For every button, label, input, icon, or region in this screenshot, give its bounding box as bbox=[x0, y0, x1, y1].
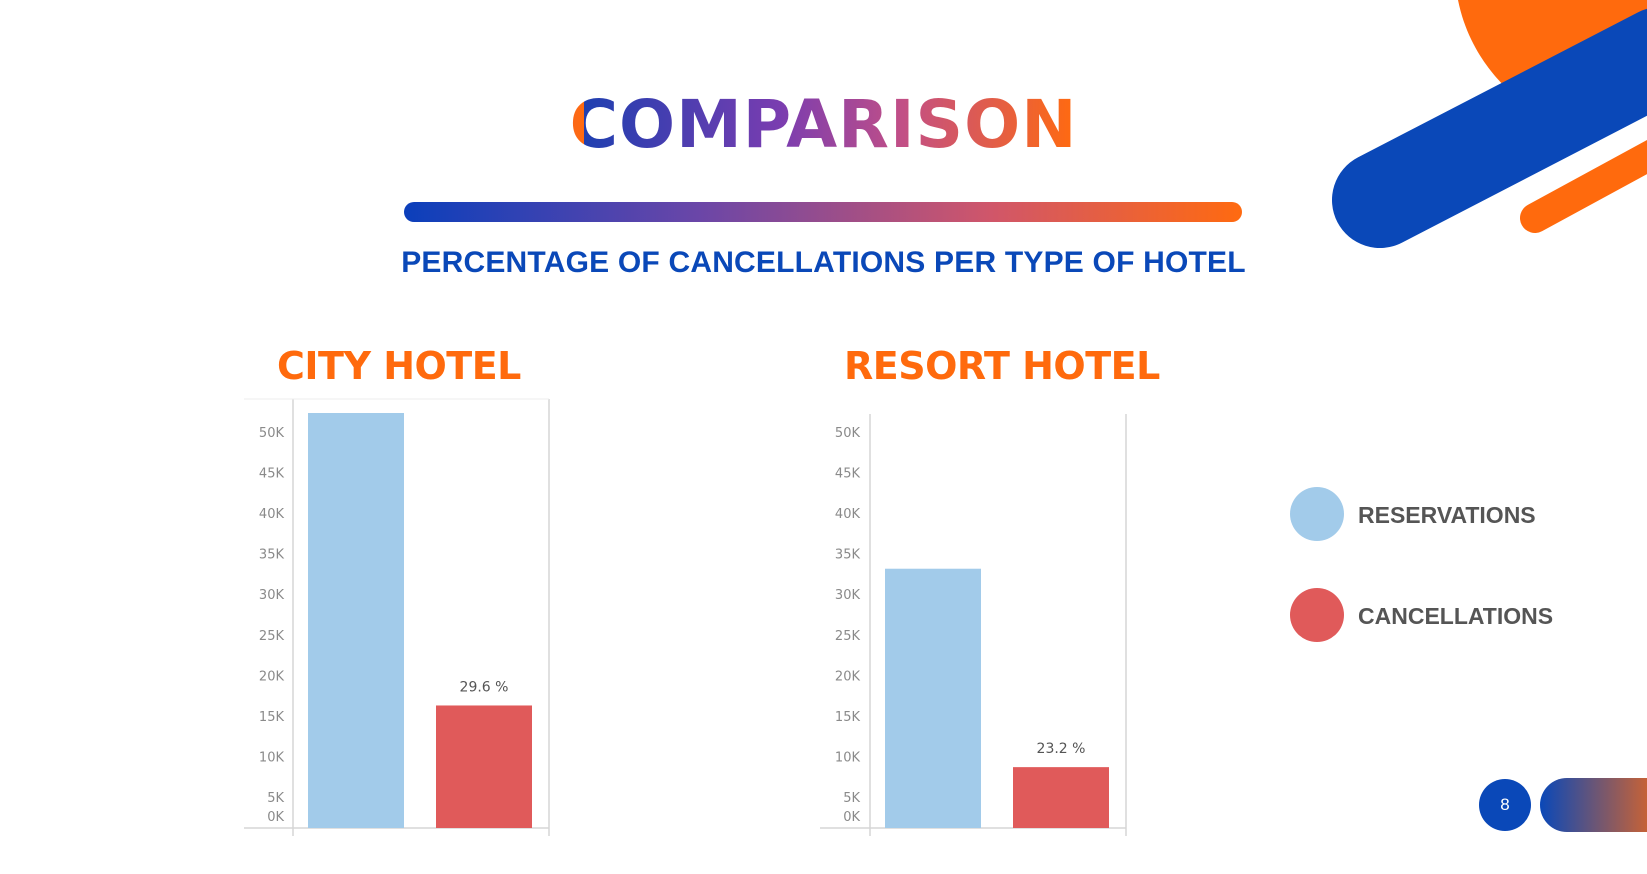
title-underline bbox=[404, 202, 1242, 222]
y-tick-label: 0K bbox=[267, 810, 284, 825]
y-tick-label: 15K bbox=[259, 710, 285, 725]
y-tick-label: 20K bbox=[835, 669, 861, 684]
y-tick-label: 35K bbox=[835, 548, 861, 563]
legend-item-reservations: RESERVATIONS bbox=[1290, 487, 1590, 541]
reservations-swatch bbox=[1290, 487, 1344, 541]
y-tick-label: 40K bbox=[835, 507, 861, 522]
y-tick-label: 45K bbox=[259, 467, 285, 482]
chart-subtitle: PERCENTAGE OF CANCELLATIONS PER TYPE OF … bbox=[401, 246, 1246, 279]
y-tick-label: 0K bbox=[843, 810, 860, 825]
y-tick-label: 40K bbox=[259, 507, 285, 522]
page-title: COMPARISON bbox=[0, 92, 1647, 158]
page-number: 8 bbox=[1479, 779, 1531, 831]
legend-label-reservations: RESERVATIONS bbox=[1358, 502, 1536, 528]
resort-bar-reservations bbox=[885, 568, 981, 828]
y-tick-label: 10K bbox=[259, 750, 285, 765]
y-tick-label: 50K bbox=[835, 426, 861, 441]
y-tick-label: 25K bbox=[259, 629, 285, 644]
y-tick-label: 5K bbox=[843, 791, 860, 806]
y-tick-label: 10K bbox=[835, 750, 861, 765]
legend-item-cancellations: CANCELLATIONS bbox=[1290, 588, 1590, 642]
city-bar-cancellations bbox=[436, 705, 532, 828]
legend-label-cancellations: CANCELLATIONS bbox=[1358, 603, 1554, 629]
city-hotel-title: CITY HOTEL bbox=[277, 344, 521, 388]
footer-decoration bbox=[1540, 778, 1647, 832]
city-data-label: 29.6 % bbox=[460, 679, 509, 695]
y-tick-label: 50K bbox=[259, 426, 285, 441]
resort-bar-cancellations bbox=[1013, 767, 1109, 828]
y-tick-label: 20K bbox=[259, 669, 285, 684]
city-bar-reservations bbox=[308, 413, 404, 828]
resort-hotel-title: RESORT HOTEL bbox=[844, 344, 1160, 388]
y-tick-label: 30K bbox=[259, 588, 285, 603]
y-tick-label: 25K bbox=[835, 629, 861, 644]
y-tick-label: 45K bbox=[835, 467, 861, 482]
y-tick-label: 30K bbox=[835, 588, 861, 603]
y-tick-label: 15K bbox=[835, 710, 861, 725]
y-tick-label: 35K bbox=[259, 548, 285, 563]
y-tick-label: 5K bbox=[267, 791, 284, 806]
resort-data-label: 23.2 % bbox=[1037, 741, 1086, 757]
cancellations-swatch bbox=[1290, 588, 1344, 642]
